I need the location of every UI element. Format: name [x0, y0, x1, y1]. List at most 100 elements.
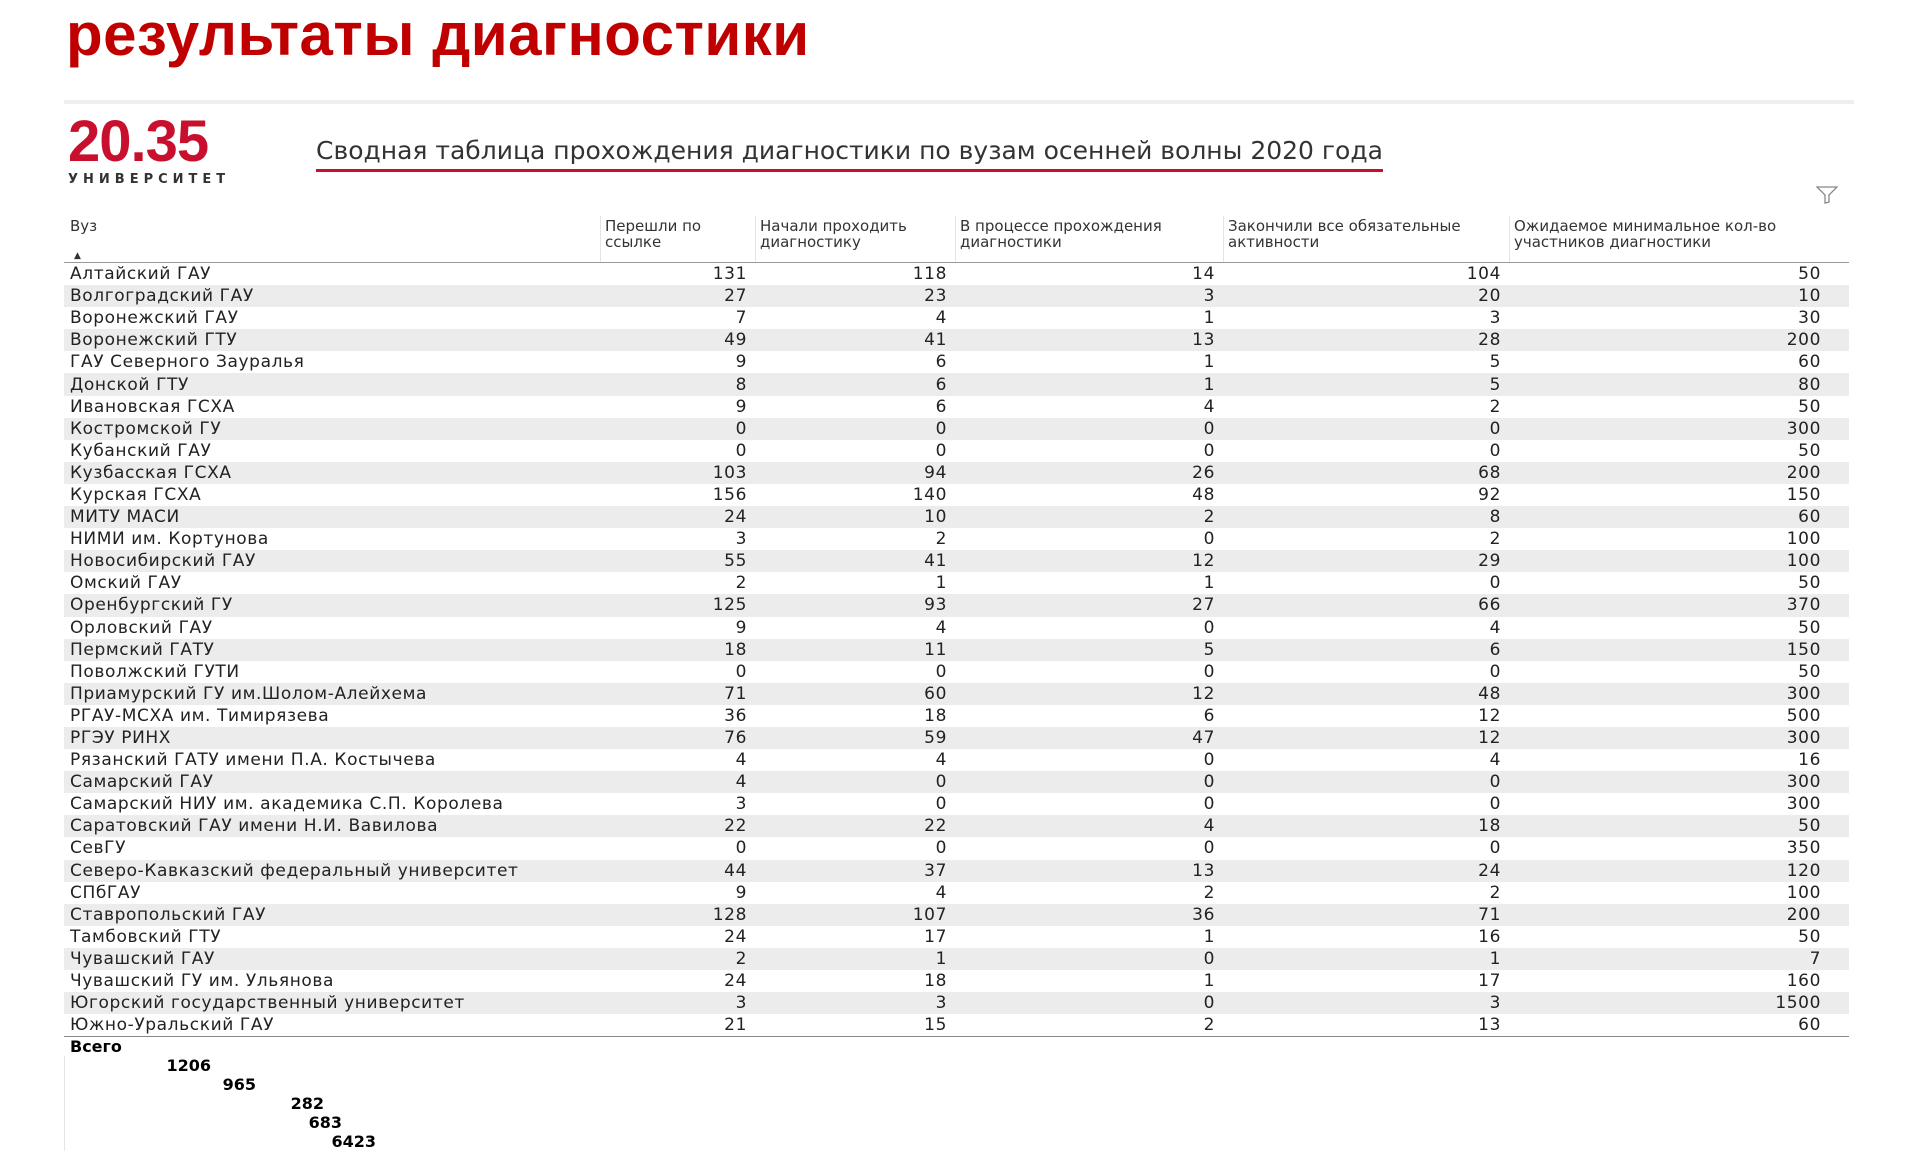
value-cell: 80: [1798, 374, 1821, 395]
logo-number: 20.35: [68, 109, 209, 174]
vuz-name-cell: Самарский ГАУ: [70, 772, 214, 793]
value-cell: 1: [1203, 926, 1215, 947]
total-label: Всего: [70, 1037, 122, 1057]
value-cell: 3: [735, 993, 747, 1014]
value-cell: 5: [1489, 352, 1501, 373]
vuz-name-cell: Поволжский ГУТИ: [70, 661, 240, 682]
vuz-name-cell: СПбГАУ: [70, 882, 142, 903]
value-cell: 103: [712, 462, 747, 483]
value-cell: 55: [724, 551, 747, 572]
value-cell: 131: [712, 264, 747, 285]
table-row: Донской ГТУ 8 6 1 5 80: [64, 373, 1849, 396]
value-cell: 13: [1478, 1015, 1501, 1036]
value-cell: 0: [735, 838, 747, 859]
value-cell: 125: [712, 595, 747, 616]
value-cell: 4: [935, 882, 947, 903]
column-header-followed-link[interactable]: Перешли по ссылке: [600, 216, 755, 262]
value-cell: 50: [1798, 264, 1821, 285]
value-cell: 2: [1203, 507, 1215, 528]
value-cell: 2: [1203, 1015, 1215, 1036]
value-cell: 4: [1203, 396, 1215, 417]
university-logo: 20.35 УНИВЕРСИТЕТ: [68, 109, 258, 188]
table-row: Югорский государственный университет 3 3 0 3…: [64, 992, 1849, 1015]
value-cell: 2: [1489, 396, 1501, 417]
value-cell: 15: [924, 1015, 947, 1036]
value-cell: 68: [1478, 462, 1501, 483]
value-cell: 24: [1478, 860, 1501, 881]
value-cell: 24: [724, 507, 747, 528]
value-cell: 4: [935, 617, 947, 638]
value-cell: 36: [1192, 904, 1215, 925]
value-cell: 2: [1489, 882, 1501, 903]
value-cell: 6: [1489, 639, 1501, 660]
filter-icon[interactable]: [1816, 186, 1838, 204]
vuz-name-cell: Волгоградский ГАУ: [70, 286, 254, 307]
table-row: Воронежский ГТУ 49 41 13 28 200: [64, 329, 1849, 352]
value-cell: 50: [1798, 926, 1821, 947]
table-row: Самарский ГАУ 4 0 0 0 300: [64, 771, 1849, 794]
value-cell: 200: [1786, 330, 1821, 351]
value-cell: 17: [924, 926, 947, 947]
table-row: Ставропольский ГАУ 128 107 36 71 200: [64, 903, 1849, 926]
value-cell: 0: [1489, 418, 1501, 439]
column-header-started[interactable]: Начали проходить диагностику: [755, 216, 955, 262]
value-cell: 350: [1786, 838, 1821, 859]
value-cell: 2: [935, 529, 947, 550]
value-cell: 50: [1798, 573, 1821, 594]
column-header-completed[interactable]: Закончили все обязательные активности: [1223, 216, 1509, 262]
table-row: Ивановская ГСХА 9 6 4 2 50: [64, 395, 1849, 418]
value-cell: 0: [735, 440, 747, 461]
value-cell: 5: [1203, 639, 1215, 660]
value-cell: 9: [735, 882, 747, 903]
value-cell: 2: [735, 948, 747, 969]
value-cell: 3: [935, 993, 947, 1014]
value-cell: 6: [935, 374, 947, 395]
value-cell: 12: [1192, 551, 1215, 572]
value-cell: 60: [924, 683, 947, 704]
value-cell: 0: [935, 794, 947, 815]
column-header-expected-min[interactable]: Ожидаемое минимальное кол-во участников …: [1509, 216, 1829, 262]
vuz-name-cell: РГЭУ РИНХ: [70, 728, 172, 749]
value-cell: 4: [735, 772, 747, 793]
value-cell: 1: [1489, 948, 1501, 969]
value-cell: 12: [1478, 728, 1501, 749]
value-cell: 1500: [1775, 993, 1821, 1014]
value-cell: 50: [1798, 440, 1821, 461]
slide-title: результаты диагностики: [66, 1, 810, 68]
column-header-vuz[interactable]: Вуз: [70, 217, 98, 235]
total-cell: 965: [64, 1075, 264, 1095]
value-cell: 50: [1798, 816, 1821, 837]
value-cell: 60: [1798, 1015, 1821, 1036]
value-cell: 60: [1798, 352, 1821, 373]
value-cell: 200: [1786, 462, 1821, 483]
value-cell: 60: [1798, 507, 1821, 528]
value-cell: 48: [1478, 683, 1501, 704]
table-row: Костромской ГУ 0 0 0 0 300: [64, 417, 1849, 440]
value-cell: 94: [924, 462, 947, 483]
value-cell: 3: [735, 794, 747, 815]
column-header-in-progress[interactable]: В процессе прохождения диагностики: [955, 216, 1223, 262]
value-cell: 92: [1478, 484, 1501, 505]
table-row: Южно-Уральский ГАУ 21 15 2 13 60: [64, 1014, 1849, 1037]
vuz-name-cell: Оренбургский ГУ: [70, 595, 233, 616]
value-cell: 24: [724, 926, 747, 947]
value-cell: 76: [724, 728, 747, 749]
value-cell: 500: [1786, 705, 1821, 726]
value-cell: 0: [1203, 750, 1215, 771]
vuz-name-cell: МИТУ МАСИ: [70, 507, 180, 528]
value-cell: 300: [1786, 683, 1821, 704]
value-cell: 370: [1786, 595, 1821, 616]
table-row: Пермский ГАТУ 18 11 5 6 150: [64, 638, 1849, 661]
value-cell: 18: [924, 705, 947, 726]
value-cell: 200: [1786, 904, 1821, 925]
value-cell: 0: [1489, 440, 1501, 461]
sort-ascending-icon[interactable]: ▲: [74, 251, 81, 261]
table-row: Алтайский ГАУ 131 118 14 104 50: [64, 263, 1849, 286]
table-row: Чувашский ГУ им. Ульянова 24 18 1 17 160: [64, 970, 1849, 993]
value-cell: 4: [1489, 617, 1501, 638]
table-row: Оренбургский ГУ 125 93 27 66 370: [64, 594, 1849, 617]
report-panel: 20.35 УНИВЕРСИТЕТ Сводная таблица прохож…: [64, 100, 1854, 1151]
value-cell: 30: [1798, 308, 1821, 329]
value-cell: 0: [1489, 573, 1501, 594]
value-cell: 4: [735, 750, 747, 771]
